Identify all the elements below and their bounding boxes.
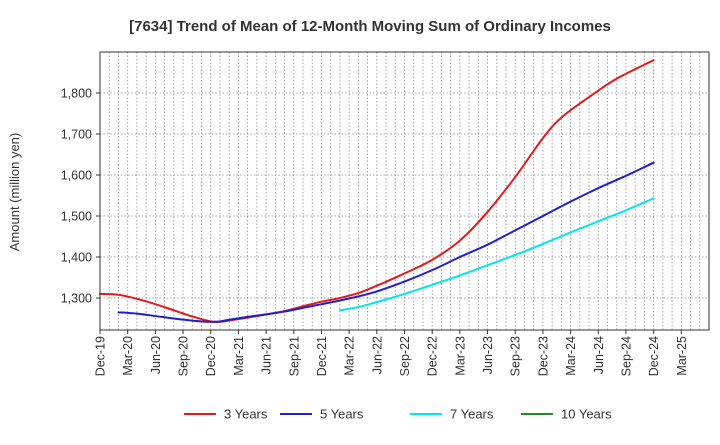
x-tick-label: Jun-24 [592,336,606,374]
y-tick-label: 1,800 [61,87,92,101]
x-tick-label: Mar-25 [675,336,689,376]
y-tick-label: 1,400 [61,251,92,265]
x-tick-label: Sep-21 [287,336,301,376]
legend-label: 3 Years [224,407,268,422]
x-axis-ticks: Dec-19 Mar-20 Jun-20 Sep-20 Dec-20 Mar-21 Jun-… [94,330,689,376]
x-tick-label: Dec-23 [536,336,550,376]
x-tick-label: Sep-22 [398,336,412,376]
y-tick-label: 1,500 [61,210,92,224]
x-tick-label: Dec-19 [94,336,108,376]
y-tick-label: 1,300 [61,292,92,306]
x-tick-label: Mar-24 [564,336,578,376]
x-tick-label: Mar-20 [121,336,135,376]
x-tick-label: Jun-21 [260,336,274,374]
x-tick-label: Sep-23 [509,336,523,376]
x-tick-label: Dec-24 [647,336,661,376]
series-line-5-years [117,161,655,323]
y-axis-label: Amount (million yen) [7,133,22,252]
chart-title: [7634] Trend of Mean of 12-Month Moving … [129,18,611,35]
legend-label: 7 Years [450,407,494,422]
x-tick-label: Jun-20 [149,336,163,374]
x-tick-label: Dec-20 [204,336,218,376]
x-tick-label: Sep-20 [177,336,191,376]
series-line-7-years [338,197,655,312]
x-tick-label: Dec-21 [315,336,329,376]
x-tick-label: Jun-23 [481,336,495,374]
plot-area-frame [99,51,710,331]
y-tick-label: 1,700 [61,128,92,142]
legend: 3 Years 5 Years 7 Years 10 Years [184,407,612,422]
y-tick-label: 1,600 [61,169,92,183]
x-tick-label: Sep-24 [619,336,633,376]
series-line-3-years [99,59,655,323]
y-axis-ticks: 1,300 1,400 1,500 1,600 1,700 1,800 [61,87,100,306]
x-tick-label: Dec-22 [426,336,440,376]
grid [100,52,709,330]
x-tick-label: Jun-22 [370,336,384,374]
x-tick-label: Mar-22 [343,336,357,376]
x-tick-label: Mar-21 [232,336,246,376]
legend-label: 5 Years [320,407,364,422]
series-lines [99,59,655,323]
x-tick-label: Mar-23 [453,336,467,376]
legend-label: 10 Years [561,407,612,422]
